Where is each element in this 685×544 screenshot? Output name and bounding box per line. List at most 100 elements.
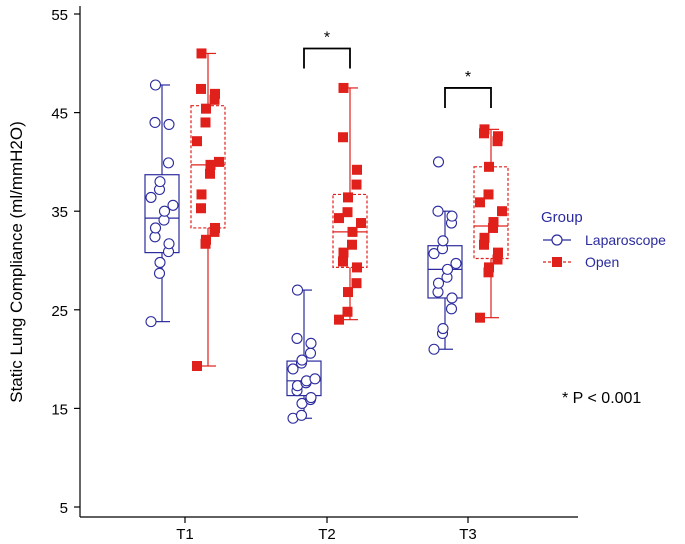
point-laparoscope	[291, 332, 303, 344]
box-open-t2	[332, 87, 368, 321]
point-open	[342, 207, 353, 218]
point-laparoscope	[441, 263, 454, 275]
point-open	[200, 117, 211, 128]
legend-marker-open	[552, 257, 562, 267]
point-open	[342, 306, 353, 317]
point-open	[347, 226, 358, 237]
point-open	[352, 262, 362, 273]
y-tick-label: 25	[51, 303, 68, 320]
point-laparoscope	[428, 248, 440, 260]
point-open	[196, 203, 206, 214]
point-laparoscope	[145, 191, 157, 203]
point-open	[201, 103, 211, 114]
point-open	[488, 217, 499, 228]
point-open	[209, 94, 220, 105]
point-open	[493, 131, 503, 142]
point-open	[343, 192, 353, 203]
point-laparoscope	[304, 347, 317, 359]
point-open	[484, 161, 494, 172]
point-laparoscope	[154, 176, 166, 188]
point-open	[479, 239, 489, 250]
point-open	[196, 48, 207, 59]
point-open	[343, 287, 353, 298]
point-laparoscope	[295, 409, 308, 421]
point-open	[210, 222, 220, 233]
point-open	[479, 232, 490, 243]
point-open	[484, 262, 494, 273]
point-open	[483, 189, 494, 200]
point-laparoscope	[167, 199, 179, 211]
box-laparoscope-t1	[144, 84, 180, 323]
y-tick-label: 5	[60, 500, 68, 517]
point-open	[196, 83, 206, 94]
point-laparoscope	[162, 157, 175, 169]
point-laparoscope	[445, 303, 458, 315]
point-laparoscope	[446, 210, 458, 222]
legend-marker-laparoscope	[551, 234, 563, 246]
point-open	[338, 132, 348, 143]
point-laparoscope	[287, 363, 299, 375]
data-points	[145, 48, 507, 424]
point-open	[210, 88, 220, 99]
point-open	[475, 197, 485, 208]
point-open	[338, 256, 348, 267]
point-open	[214, 156, 224, 167]
point-laparoscope	[163, 118, 175, 130]
y-axis-title: Static Lung Compliance (ml/mmH2O)	[7, 121, 26, 403]
point-open	[351, 179, 362, 190]
point-laparoscope	[305, 392, 317, 404]
point-open	[192, 136, 202, 147]
point-open	[196, 189, 207, 200]
point-laparoscope	[305, 337, 317, 349]
point-open	[205, 168, 215, 179]
point-open	[201, 234, 211, 245]
y-tick-label: 55	[51, 7, 68, 24]
point-open	[356, 218, 366, 229]
point-laparoscope	[432, 156, 445, 168]
point-open	[192, 361, 202, 372]
x-tick-label: T2	[318, 526, 336, 543]
point-laparoscope	[437, 322, 449, 335]
point-laparoscope	[446, 292, 458, 304]
point-open	[492, 254, 503, 265]
point-open	[338, 82, 349, 93]
point-open	[205, 159, 216, 170]
point-open	[334, 213, 344, 224]
point-laparoscope	[437, 235, 449, 247]
point-open	[352, 164, 362, 175]
point-laparoscope	[432, 277, 445, 289]
significance-bracket	[303, 47, 351, 69]
point-open	[351, 278, 362, 289]
point-laparoscope	[296, 354, 308, 366]
legend-title: Group	[541, 209, 583, 226]
significance-star: *	[465, 69, 471, 86]
significance-star: *	[324, 30, 330, 47]
legend-label-laparoscope: Laparoscope	[585, 232, 666, 248]
point-open	[475, 312, 485, 323]
point-open	[479, 124, 490, 135]
point-laparoscope	[432, 205, 444, 217]
significance-bracket	[444, 87, 492, 108]
point-laparoscope	[163, 238, 175, 250]
y-ticks: 5 15 25 35 45 55	[51, 7, 80, 517]
legend: Group Laparoscope Open	[541, 209, 666, 270]
point-open	[493, 247, 503, 258]
point-laparoscope	[158, 205, 171, 217]
point-laparoscope	[154, 256, 166, 269]
point-laparoscope	[153, 267, 166, 279]
point-laparoscope	[450, 257, 462, 270]
point-open	[334, 314, 344, 325]
x-ticks: T1 T2 T3	[176, 517, 477, 543]
legend-label-open: Open	[585, 254, 619, 270]
point-laparoscope	[291, 284, 304, 296]
x-tick-label: T1	[176, 526, 194, 543]
legend-entry-open: Open	[543, 254, 619, 270]
point-laparoscope	[149, 222, 162, 234]
point-laparoscope	[145, 316, 157, 328]
y-tick-label: 15	[51, 401, 68, 418]
legend-entry-laparoscope: Laparoscope	[543, 232, 666, 248]
box-iqr	[144, 174, 180, 254]
point-open	[347, 239, 357, 250]
point-laparoscope	[309, 373, 321, 385]
